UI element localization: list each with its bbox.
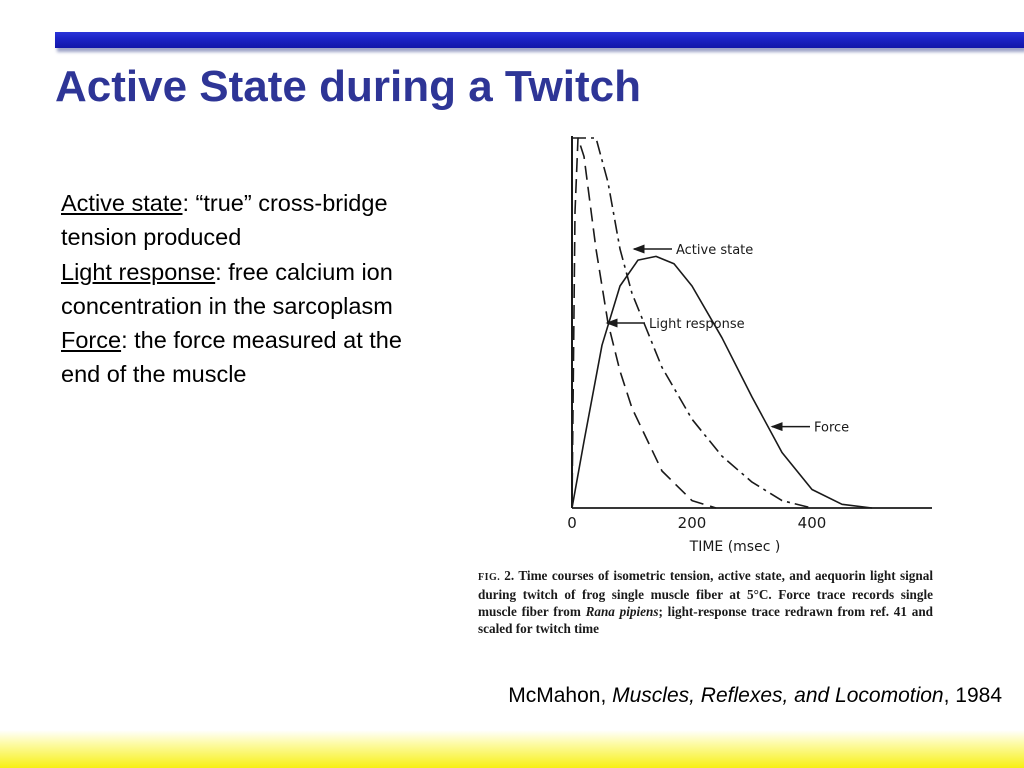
annotation-label: Force [814,421,849,436]
x-tick-label: 0 [567,514,577,532]
annotation-label: Active state [676,243,753,258]
definition-force: Force: the force measured at the end of … [61,323,406,392]
definition-light-response: Light response: free calcium ion concent… [61,255,406,324]
slide-title: Active State during a Twitch [55,62,641,111]
definition-term: Light response [61,258,216,285]
definition-term: Active state [61,190,183,216]
definition-text: : the force measured at the end of the m… [61,327,402,388]
annotation-label: Light response [649,317,745,332]
citation: McMahon, Muscles, Reflexes, and Locomoti… [508,684,1002,708]
footer-gradient-bar [0,730,1024,768]
x-tick-label: 400 [798,514,827,532]
x-tick-labels: 0 200 400 [567,514,826,532]
caption-text: 2. Time courses of isometric tension, ac… [478,568,933,619]
citation-author: McMahon, [508,684,613,707]
definition-term: Force [61,327,122,354]
series-active-state [572,137,813,509]
figure-label: FIG. [478,572,501,583]
definition-text: : free calcium ion concentration in the … [61,258,393,319]
twitch-time-course-chart: 0 200 400 TIME (msec ) Active state Light r… [567,136,932,555]
citation-book: Muscles, Reflexes, and Locomotion [612,684,944,707]
x-axis-label: TIME (msec ) [689,539,781,555]
series-force [571,255,873,509]
figure-caption: FIG. 2. Time courses of isometric tension… [478,567,933,637]
definitions-list: Active state: “true” cross-bridge tensio… [61,186,406,392]
definition-active-state: Active state: “true” cross-bridge tensio… [61,186,406,255]
title-rule-bar [55,32,1024,48]
caption-species: Rana pipiens [585,604,659,619]
citation-year: , 1984 [943,684,1002,707]
definition-text: : “true” cross-bridge tension produced [61,190,388,251]
caption-text-end: ; light-response trace redrawn from ref.… [478,604,934,636]
annotations: Active state Light response Force [605,243,849,436]
x-tick-label: 200 [678,514,707,532]
